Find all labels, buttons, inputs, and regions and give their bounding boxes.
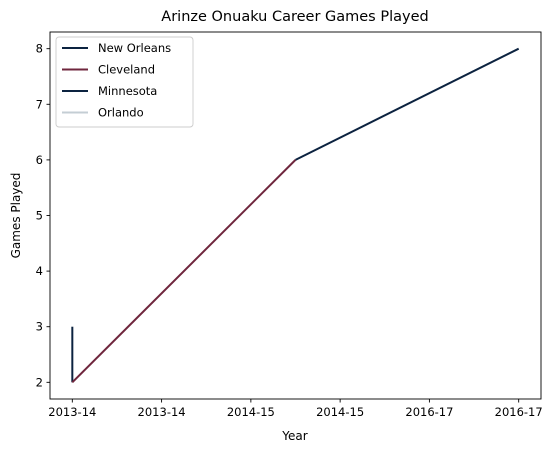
- y-tick-label: 2: [36, 375, 43, 389]
- y-tick-label: 6: [36, 153, 43, 167]
- legend-label-2: Minnesota: [98, 84, 157, 98]
- x-tick-label: 2013-14: [138, 405, 186, 419]
- series-layer: [71, 47, 520, 384]
- legend-label-0: New Orleans: [98, 41, 171, 55]
- series-line-1: [71, 159, 297, 384]
- legend: New Orleans Cleveland Minnesota Orlando: [55, 36, 194, 128]
- legend-label-3: Orlando: [98, 106, 144, 120]
- legend-label-1: Cleveland: [98, 63, 155, 77]
- x-axis: 2013-14 2013-14 2014-15 2014-15 2016-17 2016-…: [48, 399, 543, 419]
- legend-box: [55, 36, 194, 128]
- x-tick-label: 2016-17: [495, 405, 543, 419]
- y-tick-label: 3: [36, 320, 43, 334]
- chart-title: Arinze Onuaku Career Games Played: [161, 9, 428, 25]
- x-tick-label: 2013-14: [48, 405, 96, 419]
- y-tick-label: 5: [36, 209, 43, 223]
- y-axis-label: Games Played: [9, 173, 23, 259]
- x-tick-label: 2014-15: [227, 405, 275, 419]
- y-tick-label: 8: [36, 42, 43, 56]
- y-tick-label: 7: [36, 97, 43, 111]
- y-tick-label: 4: [36, 264, 43, 278]
- x-tick-label: 2014-15: [316, 405, 364, 419]
- x-axis-label: Year: [281, 429, 307, 443]
- series-line-2: [295, 47, 520, 161]
- y-axis: 2 3 4 5 6 7 8: [36, 42, 50, 389]
- x-tick-label: 2016-17: [405, 405, 453, 419]
